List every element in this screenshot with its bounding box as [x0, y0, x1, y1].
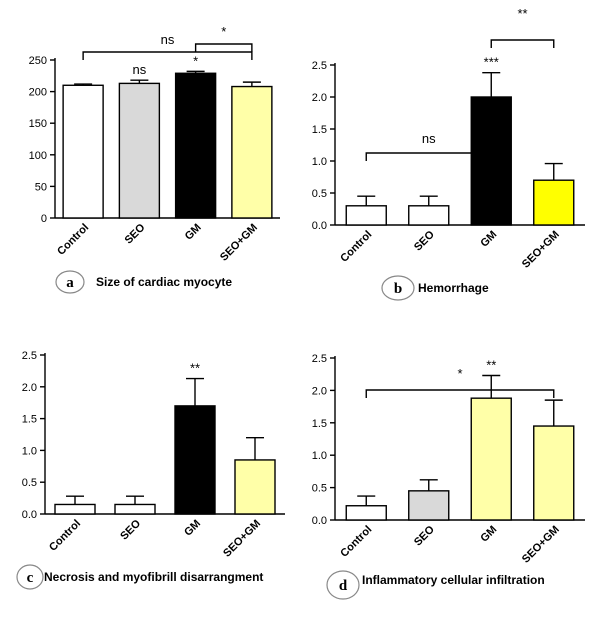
category-label: SEO+GM — [218, 222, 260, 264]
bar — [234, 459, 276, 515]
y-tick-label: 100 — [29, 150, 47, 162]
category-label: SEO — [118, 517, 143, 542]
panel-caption: Necrosis and myofibrill disarrangment — [44, 570, 263, 584]
y-tick-label: 1.5 — [312, 418, 327, 430]
panel-letter: d — [339, 578, 348, 594]
significance-label: ** — [190, 361, 200, 376]
y-tick-label: 2.0 — [312, 385, 327, 397]
category-label: SEO — [412, 523, 437, 548]
chart-panel-d: 0.0 0.5 1.0 1.5 2.0 2.5 Control SEO ** GM SEO+GM * d… — [312, 353, 585, 600]
y-tick-label: 1.0 — [312, 156, 327, 168]
category-label: SEO — [123, 221, 148, 246]
y-tick-label: 0.0 — [22, 509, 37, 521]
category-label: SEO+GM — [221, 518, 263, 560]
significance-bracket — [194, 43, 253, 52]
category-label: Control — [47, 518, 83, 554]
category-label: SEO+GM — [520, 229, 562, 271]
panel-letter: b — [394, 281, 402, 297]
bar — [408, 490, 450, 521]
y-tick-label: 2.0 — [22, 382, 37, 394]
bar — [174, 405, 216, 515]
significance-label: * — [193, 53, 198, 68]
category-label: GM — [478, 229, 499, 250]
bar — [345, 205, 387, 226]
y-tick-label: 1.5 — [312, 124, 327, 136]
bracket-label: * — [221, 24, 226, 39]
bar — [114, 503, 156, 515]
significance-label: ** — [486, 357, 496, 372]
bar — [174, 72, 217, 219]
bar — [533, 425, 575, 521]
bar — [118, 82, 161, 219]
category-label: GM — [183, 222, 204, 243]
category-label: Control — [338, 229, 374, 265]
chart-panel-b: 0.0 0.5 1.0 1.5 2.0 2.5 Control SEO *** GM SEO+GM n… — [312, 6, 585, 301]
panel-letter: a — [66, 275, 74, 291]
bar — [62, 84, 104, 219]
bar — [54, 503, 96, 515]
significance-bracket — [82, 51, 253, 60]
category-label: Control — [338, 524, 374, 560]
bar — [533, 179, 575, 226]
significance-bracket — [365, 389, 555, 398]
y-tick-label: 50 — [35, 181, 47, 193]
y-tick-label: 1.0 — [22, 445, 37, 457]
y-tick-label: 0.0 — [312, 220, 327, 232]
bar — [231, 85, 273, 219]
bar — [345, 505, 387, 521]
panel-letter-badge — [381, 275, 415, 301]
bracket-label: ** — [517, 6, 527, 21]
significance-label: *** — [484, 55, 499, 70]
y-tick-label: 0.0 — [312, 515, 327, 527]
y-tick-label: 0.5 — [312, 188, 327, 200]
category-label: GM — [478, 524, 499, 545]
bar — [470, 397, 512, 521]
y-tick-label: 2.0 — [312, 92, 327, 104]
bar — [408, 205, 450, 226]
bracket-label: * — [457, 366, 462, 381]
category-label: SEO+GM — [520, 524, 562, 566]
category-label: SEO — [412, 228, 437, 253]
chart-panel-a: 0 50 100 150 200 250 Control ns SEO * GM SEO+GM ns * a… — [29, 24, 280, 294]
panel-letter-badge — [55, 270, 85, 294]
y-tick-label: 0.5 — [312, 483, 327, 495]
panel-letter: c — [27, 570, 34, 586]
bracket-label: ns — [161, 32, 175, 47]
panel-letter-badge — [16, 564, 44, 590]
significance-bracket — [490, 39, 555, 48]
significance-label: ns — [133, 62, 147, 77]
y-tick-label: 2.5 — [312, 353, 327, 365]
y-tick-label: 0 — [41, 213, 47, 225]
y-tick-label: 1.5 — [22, 414, 37, 426]
panel-caption: Hemorrhage — [418, 281, 489, 295]
y-tick-label: 150 — [29, 118, 47, 130]
category-label: Control — [55, 222, 91, 258]
y-tick-label: 2.5 — [312, 60, 327, 72]
y-tick-label: 250 — [29, 55, 47, 67]
y-tick-label: 1.0 — [312, 450, 327, 462]
chart-panel-c: 0.0 0.5 1.0 1.5 2.0 2.5 Control SEO ** GM SEO+GM c N… — [16, 350, 285, 590]
y-tick-label: 0.5 — [22, 477, 37, 489]
bracket-label: ns — [422, 131, 436, 146]
panel-letter-badge — [326, 570, 360, 600]
y-tick-label: 2.5 — [22, 350, 37, 362]
y-tick-label: 200 — [29, 87, 47, 99]
panel-caption: Inflammatory cellular infiltration — [362, 573, 545, 587]
significance-bracket — [365, 152, 492, 161]
panel-caption: Size of cardiac myocyte — [96, 275, 232, 289]
category-label: GM — [182, 518, 203, 539]
